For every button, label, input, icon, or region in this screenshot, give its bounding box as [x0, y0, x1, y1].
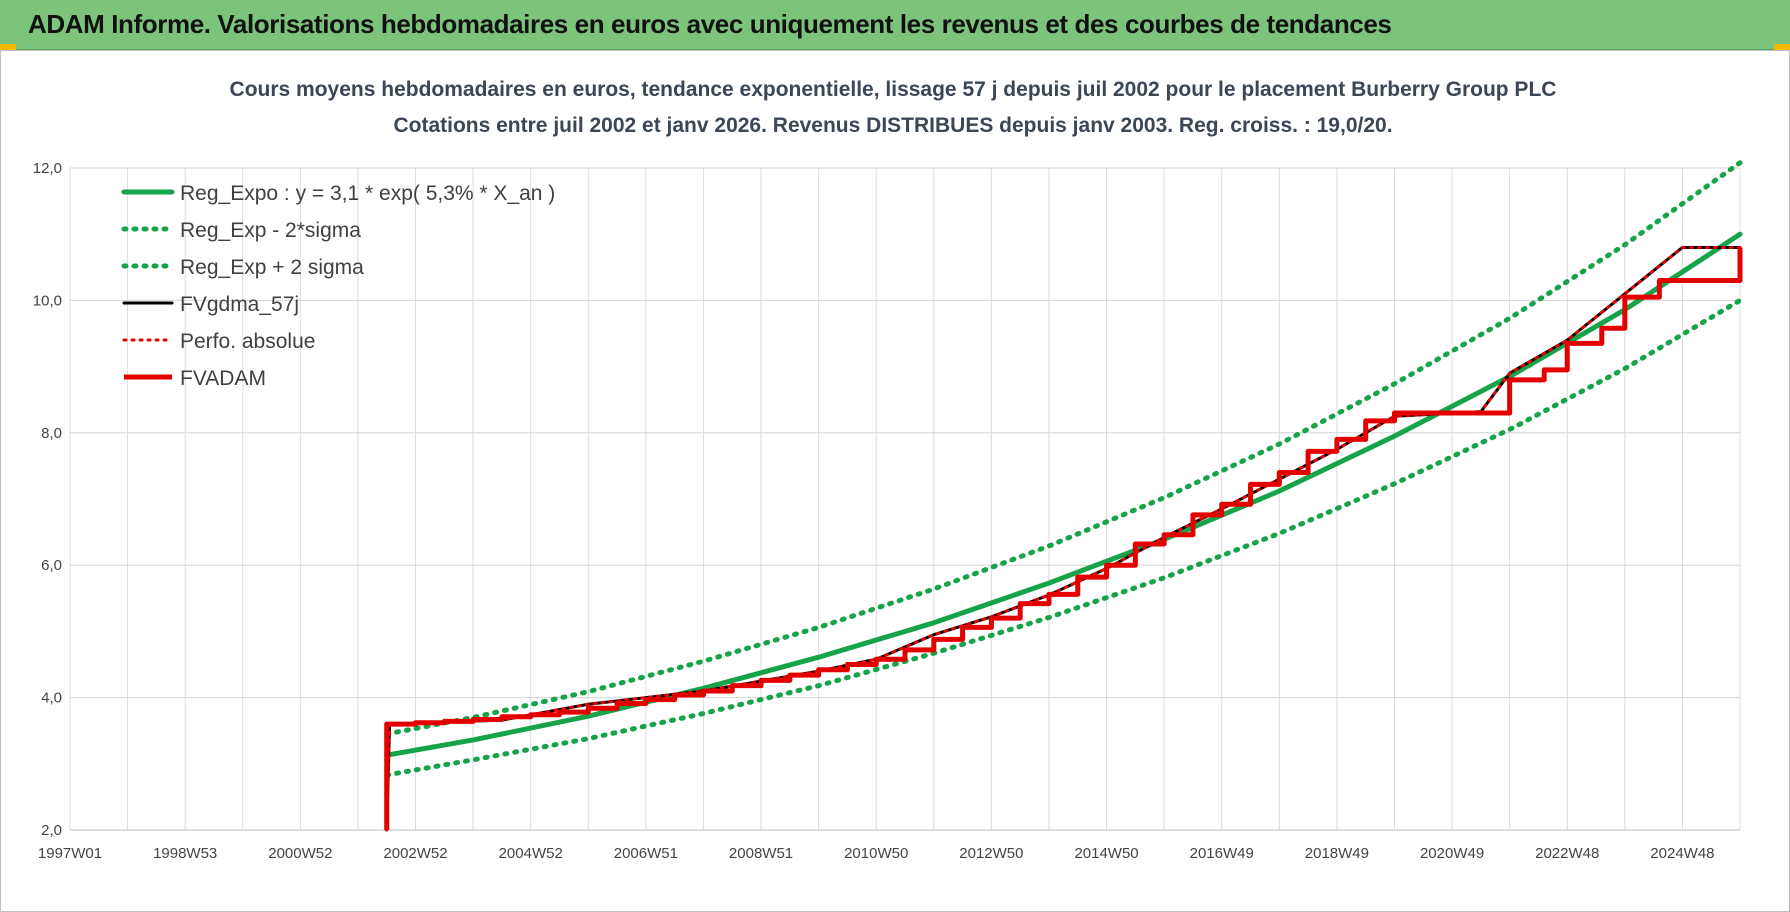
report-title: ADAM Informe. Valorisations hebdomadaire… — [28, 9, 1392, 39]
x-tick-label: 2012W50 — [959, 845, 1023, 862]
x-tick-label: 2024W48 — [1650, 845, 1714, 862]
y-tick-label: 12,0 — [33, 160, 62, 177]
legend-label-3: FVgdma_57j — [180, 293, 299, 316]
y-tick-label: 4,0 — [41, 690, 62, 707]
series-line-5 — [384, 247, 1743, 830]
series-line-3 — [385, 245, 1742, 832]
chart-title: Cours moyens hebdomadaires en euros, ten… — [230, 78, 1557, 101]
legend-label-2: Reg_Exp + 2 sigma — [180, 256, 364, 279]
x-tick-label: 2006W51 — [614, 845, 678, 862]
x-tick-label: 2022W48 — [1535, 845, 1599, 862]
axis-tick-labels: 2,0 4,0 6,0 8,0 10,0 12,0 1997W01 1998W53 2000W5… — [33, 160, 1715, 862]
gridlines — [69, 167, 1741, 831]
x-tick-label: 2020W49 — [1420, 845, 1484, 862]
x-tick-label: 2002W52 — [383, 845, 447, 862]
legend-label-0: Reg_Expo : y = 3,1 * exp( 5,3% * X_an ) — [180, 182, 555, 205]
x-tick-label: 2018W49 — [1305, 845, 1369, 862]
legend-label-1: Reg_Exp - 2*sigma — [180, 219, 361, 242]
x-tick-label: 1997W01 — [38, 845, 102, 862]
x-tick-label: 2008W51 — [729, 845, 793, 862]
x-tick-label: 2010W50 — [844, 845, 908, 862]
legend-label-4: Perfo. absolue — [180, 330, 315, 353]
x-tick-label: 2016W49 — [1190, 845, 1254, 862]
x-tick-label: 2014W50 — [1074, 845, 1138, 862]
series-line-0 — [384, 231, 1743, 758]
series-lines — [384, 160, 1743, 832]
report-banner: ADAM Informe. Valorisations hebdomadaire… — [0, 0, 1790, 50]
legend: Reg_Expo : y = 3,1 * exp( 5,3% * X_an ) R… — [121, 182, 555, 390]
series-line-1 — [384, 297, 1743, 778]
y-tick-label: 2,0 — [41, 822, 62, 839]
y-tick-label: 8,0 — [41, 425, 62, 442]
corner-marker-right — [1774, 44, 1790, 50]
x-tick-label: 2000W52 — [268, 845, 332, 862]
chart-subtitle: Cotations entre juil 2002 et janv 2026. … — [393, 114, 1392, 137]
x-tick-label: 1998W53 — [153, 845, 217, 862]
y-tick-label: 6,0 — [41, 557, 62, 574]
corner-marker-left — [0, 44, 16, 50]
legend-label-5: FVADAM — [180, 367, 266, 390]
series-line-2 — [384, 160, 1743, 737]
series-line-4 — [385, 245, 1742, 832]
x-tick-label: 2004W52 — [499, 845, 563, 862]
y-tick-label: 10,0 — [33, 292, 62, 309]
